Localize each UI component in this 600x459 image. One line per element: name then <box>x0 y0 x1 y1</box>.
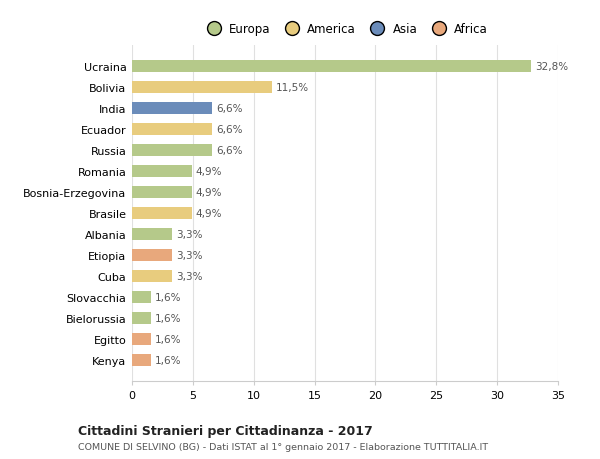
Bar <box>132 229 172 240</box>
Text: 6,6%: 6,6% <box>216 125 242 134</box>
Text: 4,9%: 4,9% <box>195 188 222 197</box>
Text: 4,9%: 4,9% <box>195 208 222 218</box>
Bar <box>132 333 151 345</box>
Bar <box>132 82 272 94</box>
Text: 3,3%: 3,3% <box>176 250 202 260</box>
Bar <box>132 187 191 198</box>
Text: Cittadini Stranieri per Cittadinanza - 2017: Cittadini Stranieri per Cittadinanza - 2… <box>78 424 373 437</box>
Text: 6,6%: 6,6% <box>216 146 242 156</box>
Text: 1,6%: 1,6% <box>155 313 182 323</box>
Text: 6,6%: 6,6% <box>216 104 242 114</box>
Text: 3,3%: 3,3% <box>176 230 202 239</box>
Bar <box>132 207 191 219</box>
Bar <box>132 124 212 135</box>
Bar <box>132 103 212 114</box>
Bar <box>132 166 191 177</box>
Bar <box>132 250 172 261</box>
Text: 11,5%: 11,5% <box>275 83 309 93</box>
Text: 3,3%: 3,3% <box>176 271 202 281</box>
Bar <box>132 61 531 73</box>
Text: 1,6%: 1,6% <box>155 355 182 365</box>
Bar <box>132 313 151 324</box>
Bar <box>132 145 212 157</box>
Text: 32,8%: 32,8% <box>535 62 568 72</box>
Bar <box>132 270 172 282</box>
Legend: Europa, America, Asia, Africa: Europa, America, Asia, Africa <box>197 18 493 41</box>
Text: 4,9%: 4,9% <box>195 167 222 177</box>
Text: 1,6%: 1,6% <box>155 292 182 302</box>
Bar <box>132 291 151 303</box>
Bar <box>132 354 151 366</box>
Text: 1,6%: 1,6% <box>155 334 182 344</box>
Text: COMUNE DI SELVINO (BG) - Dati ISTAT al 1° gennaio 2017 - Elaborazione TUTTITALIA: COMUNE DI SELVINO (BG) - Dati ISTAT al 1… <box>78 442 488 451</box>
